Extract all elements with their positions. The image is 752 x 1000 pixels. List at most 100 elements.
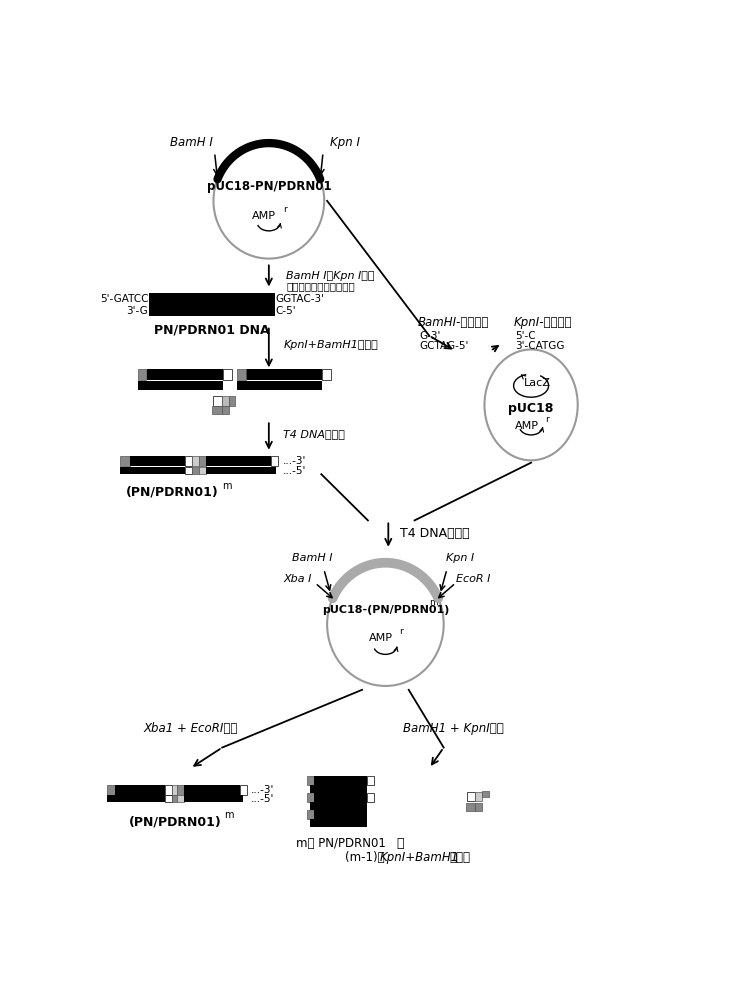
Text: T4 DNA连接酶: T4 DNA连接酶 [400, 527, 469, 540]
Bar [120, 466, 185, 474]
Bar [310, 802, 367, 810]
Text: BamHI-克隆位点: BamHI-克隆位点 [417, 316, 489, 329]
Bar [199, 466, 207, 474]
Text: Xba1 + EcoRI酶切: Xba1 + EcoRI酶切 [144, 722, 238, 735]
Text: T4 DNA连接酶: T4 DNA连接酶 [284, 429, 345, 439]
Bar [107, 795, 165, 802]
Bar [138, 381, 223, 389]
Text: BamH1 + KpnI酶切: BamH1 + KpnI酶切 [403, 722, 504, 735]
Bar [147, 369, 223, 380]
Bar [314, 793, 367, 802]
Text: 5'-C: 5'-C [515, 331, 535, 341]
Bar [212, 406, 222, 414]
Bar [307, 776, 314, 785]
Text: GGTAC-3': GGTAC-3' [276, 294, 325, 304]
Bar [107, 785, 115, 795]
Text: LacZ: LacZ [523, 378, 550, 388]
Bar [367, 793, 374, 802]
Bar [240, 785, 247, 795]
Text: KpnI-克隆位点: KpnI-克隆位点 [514, 316, 572, 329]
Bar [310, 819, 367, 827]
Bar [482, 791, 489, 797]
Bar [171, 785, 177, 795]
Bar [467, 792, 475, 801]
Bar [307, 793, 314, 802]
Bar [184, 785, 240, 795]
Text: m: m [224, 810, 234, 820]
Text: (m-1)个: (m-1)个 [344, 851, 384, 864]
Ellipse shape [484, 349, 578, 460]
Text: AMP: AMP [368, 633, 393, 643]
Text: EcoR I: EcoR I [456, 574, 490, 584]
Text: pUC18: pUC18 [508, 402, 553, 415]
Text: KpnI+BamH1连接物: KpnI+BamH1连接物 [284, 340, 378, 350]
Text: r: r [399, 627, 402, 636]
Bar [120, 456, 129, 466]
Text: Xba I: Xba I [284, 574, 312, 584]
Ellipse shape [214, 143, 324, 259]
Bar [115, 785, 165, 795]
Bar [214, 396, 222, 406]
Bar [229, 396, 235, 406]
Text: 、: 、 [396, 837, 404, 850]
Text: 琼脂糖凝胶电泳分离纯化: 琼脂糖凝胶电泳分离纯化 [287, 281, 355, 291]
Text: G-3': G-3' [419, 331, 441, 341]
Text: ...-3': ...-3' [250, 785, 274, 795]
Bar [199, 456, 207, 466]
Bar [138, 369, 147, 380]
Text: BamH I: BamH I [170, 136, 213, 149]
Bar [150, 293, 274, 306]
Bar [150, 306, 274, 316]
Text: m: m [222, 481, 232, 491]
Bar [177, 795, 184, 802]
Text: (PN/PDRN01): (PN/PDRN01) [126, 485, 219, 498]
Bar [207, 456, 271, 466]
Bar [367, 776, 374, 785]
Bar [185, 466, 193, 474]
Bar [184, 795, 243, 802]
Text: BamH I: BamH I [292, 553, 332, 563]
Bar [246, 369, 322, 380]
Bar [237, 381, 322, 389]
Bar [222, 396, 229, 406]
Text: Kpn I: Kpn I [329, 136, 359, 149]
Text: PN/PDRN01 DNA: PN/PDRN01 DNA [154, 324, 270, 337]
Bar [193, 466, 199, 474]
Text: BamH I＋Kpn I酶切: BamH I＋Kpn I酶切 [287, 271, 374, 281]
Text: ...-5': ...-5' [250, 794, 274, 804]
Text: AMP: AMP [514, 421, 538, 431]
Text: KpnI+BamH1: KpnI+BamH1 [380, 851, 459, 864]
Text: GCTAG-5': GCTAG-5' [419, 341, 468, 351]
Bar [271, 456, 278, 466]
Text: (PN/PDRN01): (PN/PDRN01) [129, 816, 222, 829]
Bar [314, 776, 367, 785]
Bar [465, 803, 475, 811]
Text: m: m [429, 598, 438, 607]
Bar [475, 803, 482, 811]
Bar [193, 456, 199, 466]
Text: 3'-CATGG: 3'-CATGG [515, 341, 564, 351]
Text: Kpn I: Kpn I [446, 553, 475, 563]
Bar [171, 795, 177, 802]
Bar [185, 456, 193, 466]
Ellipse shape [327, 563, 444, 686]
Text: 3'-G: 3'-G [126, 306, 148, 316]
Text: m个 PN/PDRN01: m个 PN/PDRN01 [296, 837, 386, 850]
Text: AMP: AMP [252, 211, 276, 221]
Text: pUC18-(PN/PDRN01): pUC18-(PN/PDRN01) [322, 605, 449, 615]
Bar [307, 810, 314, 819]
Bar [165, 785, 171, 795]
Bar [177, 785, 184, 795]
Bar [207, 466, 277, 474]
Bar [322, 369, 331, 380]
Bar [222, 406, 229, 414]
Bar [223, 369, 232, 380]
Bar [310, 785, 367, 793]
Bar [237, 369, 245, 380]
Text: ...-3': ...-3' [283, 456, 306, 466]
Text: pUC18-PN/PDRN01: pUC18-PN/PDRN01 [207, 180, 331, 193]
Text: 5'-GATCC: 5'-GATCC [100, 294, 148, 304]
Bar [475, 792, 482, 801]
Bar [165, 795, 171, 802]
Bar [314, 810, 367, 819]
